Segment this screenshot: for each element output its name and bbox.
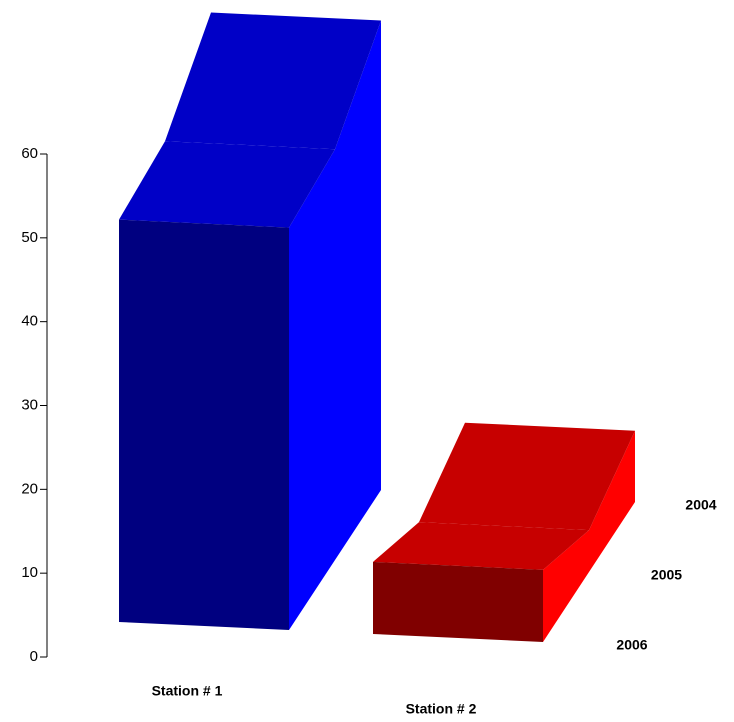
y-tick-label: 30 [21,396,38,413]
category-label: Station # 2 [406,701,477,717]
top-face [373,522,589,570]
series-label: 2005 [651,567,682,583]
top-face [119,141,335,228]
front-face [119,219,289,630]
y-tick-label: 0 [30,648,38,665]
series-label: 2004 [685,497,716,513]
front-face [373,561,543,642]
side-face [289,20,381,630]
y-tick-label: 60 [21,145,38,162]
series-label: 2006 [616,637,647,653]
y-tick-label: 10 [21,564,38,581]
y-tick-label: 40 [21,313,38,330]
side-face [543,430,635,642]
top-face [419,422,635,531]
y-tick-label: 50 [21,229,38,246]
y-tick-label: 20 [21,480,38,497]
top-face [165,12,381,150]
category-label: Station # 1 [152,683,223,699]
